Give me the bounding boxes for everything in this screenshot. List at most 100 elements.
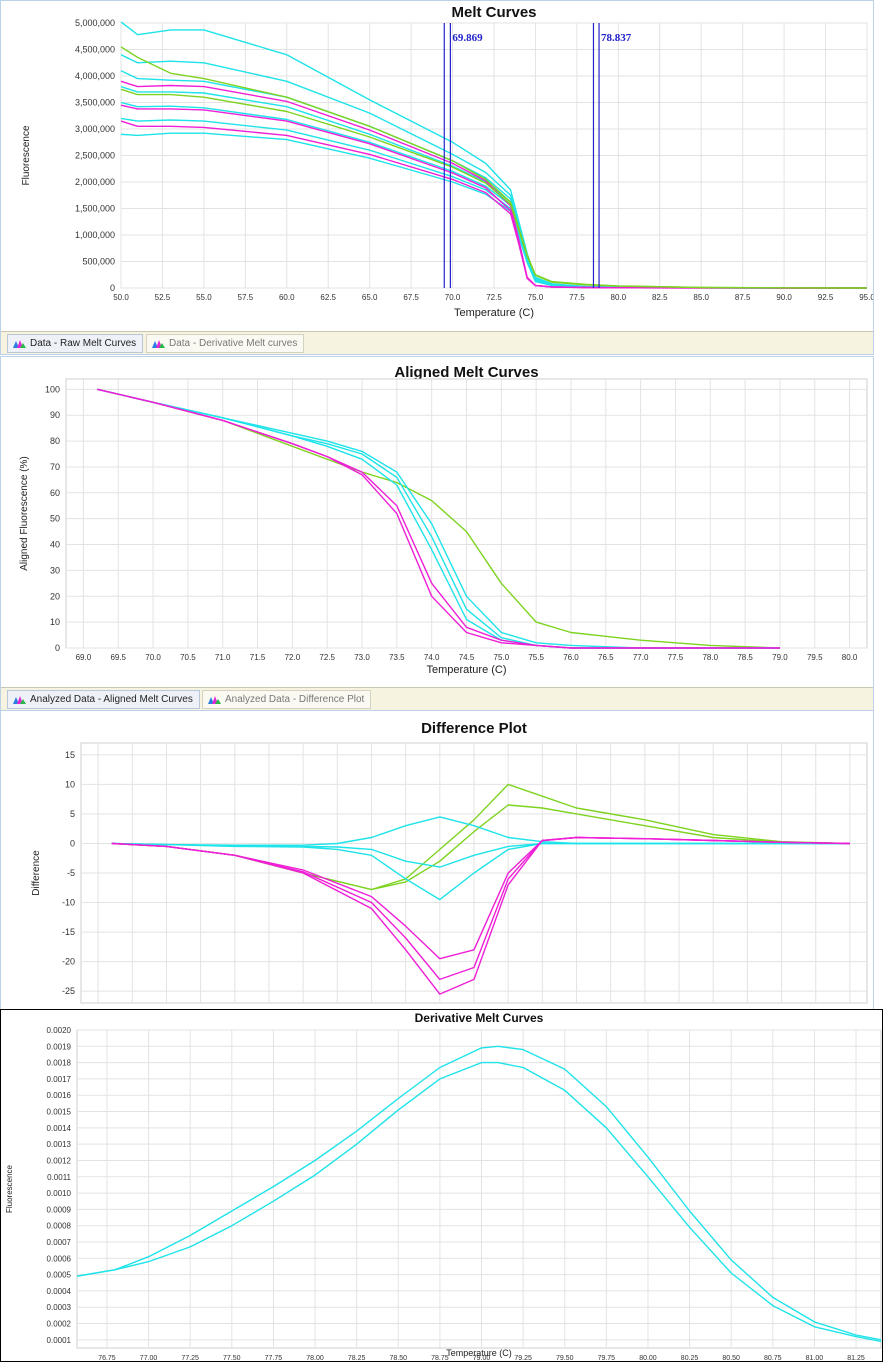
- x-tick-label: 92.5: [818, 293, 834, 302]
- x-tick-label: 71.0: [215, 653, 231, 662]
- x-tick-label: 72.5: [319, 653, 335, 662]
- x-tick-label: 70.0: [445, 293, 461, 302]
- y-tick-label: 80: [50, 436, 60, 446]
- y-tick-label: 50: [50, 514, 60, 524]
- x-tick-label: 60.0: [279, 293, 295, 302]
- series-line-magenta-3: [120, 120, 867, 289]
- y-tick-label: 0: [110, 283, 115, 293]
- melt-curves-tabbar: Data - Raw Melt Curves Data - Derivative…: [1, 331, 873, 354]
- x-tick-label: 62.5: [320, 293, 336, 302]
- y-tick-label: 0.0009: [47, 1205, 72, 1214]
- x-tick-label: 76.0: [563, 653, 579, 662]
- chart-title: Aligned Melt Curves: [394, 364, 538, 381]
- chart-icon: [208, 696, 221, 704]
- x-tick-label: 77.50: [223, 1355, 241, 1361]
- x-tick-label: 80.75: [764, 1355, 782, 1361]
- x-tick-label: 82.5: [652, 293, 668, 302]
- tab-aligned-melt-curves[interactable]: Analyzed Data - Aligned Melt Curves: [7, 690, 200, 709]
- x-tick-label: 73.5: [389, 653, 405, 662]
- y-tick-label: 0.0019: [47, 1042, 72, 1051]
- y-tick-label: 500,000: [82, 257, 115, 267]
- x-tick-label: 79.50: [556, 1355, 574, 1361]
- y-tick-label: 0: [55, 643, 60, 653]
- region-marker-label: 78.837: [601, 32, 632, 44]
- y-tick-label: 3,500,000: [75, 98, 115, 108]
- x-tick-label: 77.00: [140, 1355, 158, 1361]
- y-tick-label: 1,500,000: [75, 204, 115, 214]
- x-tick-label: 90.0: [776, 293, 792, 302]
- x-tick-label: 50.0: [113, 293, 129, 302]
- x-tick-label: 77.5: [569, 293, 585, 302]
- y-tick-label: -5: [67, 868, 75, 878]
- x-tick-label: 85.0: [693, 293, 709, 302]
- y-tick-label: 15: [65, 750, 75, 760]
- x-tick-label: 77.5: [668, 653, 684, 662]
- x-tick-label: 80.0: [842, 653, 858, 662]
- y-tick-label: 0: [70, 838, 75, 848]
- x-tick-label: 81.00: [806, 1355, 824, 1361]
- y-axis-label: Difference: [31, 850, 42, 896]
- y-tick-label: 10: [50, 617, 60, 627]
- y-tick-label: 4,000,000: [75, 71, 115, 81]
- y-tick-label: 0.0014: [47, 1124, 72, 1133]
- series-line-magenta-3: [111, 836, 850, 995]
- chart-title: Derivative Melt Curves: [415, 1011, 544, 1025]
- x-tick-label: 74.5: [459, 653, 475, 662]
- x-tick-label: 78.0: [702, 653, 718, 662]
- x-tick-label: 57.5: [238, 293, 254, 302]
- y-tick-label: 0.0008: [47, 1222, 72, 1231]
- y-tick-label: 4,500,000: [75, 45, 115, 55]
- tab-difference-plot[interactable]: Analyzed Data - Difference Plot: [202, 690, 372, 709]
- y-tick-label: -25: [62, 986, 75, 996]
- y-tick-label: 0.0002: [47, 1320, 72, 1329]
- x-tick-label: 69.0: [76, 653, 92, 662]
- x-tick-label: 74.0: [424, 653, 440, 662]
- y-axis-label: Fluorescence: [21, 125, 32, 185]
- tab-derivative-melt-curves[interactable]: Data - Derivative Melt curves: [146, 334, 305, 353]
- y-tick-label: 0.0007: [47, 1238, 72, 1247]
- x-tick-label: 77.75: [265, 1355, 283, 1361]
- x-tick-label: 80.0: [611, 293, 627, 302]
- y-tick-label: 70: [50, 462, 60, 472]
- y-tick-label: 0.0003: [47, 1303, 72, 1312]
- derivative-melt-curves-panel: Derivative Melt Curves 0.0001 0.0002 0.0003…: [0, 1009, 883, 1362]
- x-tick-label: 72.5: [486, 293, 502, 302]
- y-tick-label: 2,500,000: [75, 151, 115, 161]
- melt-curves-chart: Melt Curves 0 500,000 1,000,000 1,500,000 2,0…: [21, 4, 873, 319]
- x-tick-label: 78.75: [431, 1355, 449, 1361]
- x-tick-label: 67.5: [403, 293, 419, 302]
- y-tick-label: 0.0017: [47, 1075, 72, 1084]
- x-tick-label: 70.0: [145, 653, 161, 662]
- region-marker-label: 69.869: [452, 32, 483, 44]
- x-tick-label: 76.75: [98, 1355, 116, 1361]
- aligned-melt-curves-chart: Aligned Melt Curves 0 10 20 30 40 50 60 70 80 90 10…: [19, 364, 868, 676]
- aligned-melt-curves-panel: Aligned Melt Curves 0 10 20 30 40 50 60 70 80 90 10…: [0, 356, 874, 711]
- tab-difference-plot-label: Analyzed Data - Difference Plot: [225, 694, 365, 705]
- x-tick-label: 95.0: [859, 293, 873, 302]
- x-tick-label: 52.5: [155, 293, 171, 302]
- x-tick-label: 69.5: [110, 653, 126, 662]
- aligned-melt-curves-tabbar: Analyzed Data - Aligned Melt Curves Anal…: [1, 687, 873, 710]
- x-tick-label: 79.75: [598, 1355, 616, 1361]
- x-tick-label: 78.00: [306, 1355, 324, 1361]
- chart-icon: [152, 340, 165, 348]
- y-tick-label: 20: [50, 591, 60, 601]
- x-tick-label: 78.25: [348, 1355, 366, 1361]
- tab-raw-melt-curves[interactable]: Data - Raw Melt Curves: [7, 334, 144, 353]
- x-tick-label: 81.25: [847, 1355, 865, 1361]
- x-tick-label: 79.25: [514, 1355, 532, 1361]
- x-tick-label: 80.50: [722, 1355, 740, 1361]
- y-tick-label: 0.0005: [47, 1271, 72, 1280]
- x-tick-label: 79.00: [473, 1355, 491, 1361]
- y-tick-label: 0.0006: [47, 1254, 72, 1263]
- difference-plot-panel: Difference Plot -25 -20 -15 -10 -5 0 5 10 15 Diffe…: [0, 710, 874, 1010]
- x-tick-label: 78.50: [390, 1355, 408, 1361]
- y-tick-label: 0.0004: [47, 1287, 72, 1296]
- y-tick-label: 5,000,000: [75, 18, 115, 28]
- y-tick-label: -10: [62, 898, 75, 908]
- x-tick-label: 71.5: [250, 653, 266, 662]
- chart-title: Difference Plot: [421, 720, 527, 737]
- y-tick-label: 30: [50, 565, 60, 575]
- x-tick-label: 80.00: [639, 1355, 657, 1361]
- series-line-lower: [76, 1061, 882, 1343]
